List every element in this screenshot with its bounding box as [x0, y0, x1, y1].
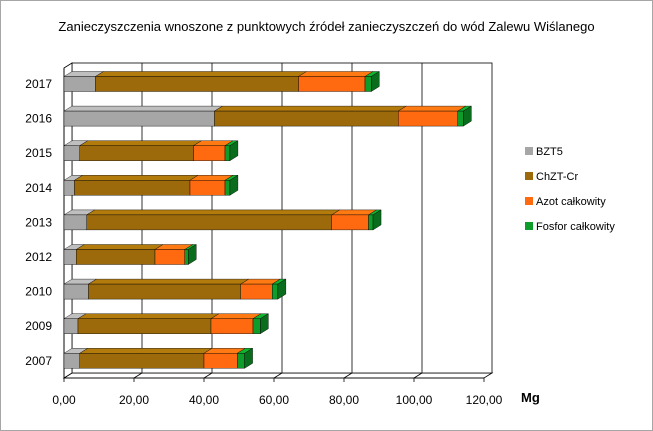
- bar-side-2016: [463, 105, 472, 127]
- legend-item-fosfor: Fosfor całkowity: [525, 220, 615, 234]
- bar-chzt-cr-2016: [214, 110, 399, 127]
- bar-top-chzt-cr-2009: [77, 313, 220, 319]
- bar-azot-ca-kowity-2013: [331, 214, 369, 231]
- bar-fosfor-ca-kowity-2009: [252, 318, 261, 334]
- bar-azot-ca-kowity-2014: [189, 180, 226, 196]
- legend-label-chzt: ChZT-Cr: [536, 171, 579, 183]
- bar-side-2014: [229, 174, 239, 196]
- x-tick-label: 120,00: [466, 393, 503, 407]
- bar-fosfor-ca-kowity-2007: [237, 353, 245, 369]
- bar-chzt-cr-2009: [77, 318, 212, 334]
- bar-chzt-cr-2010: [88, 283, 241, 300]
- x-tick-label: 40,00: [189, 393, 219, 407]
- bar-azot-ca-kowity-2009: [210, 318, 254, 334]
- bar-side-2010: [277, 278, 287, 300]
- bar-top-chzt-cr-2012: [75, 244, 164, 250]
- bar-top-bzt5-2016: [63, 105, 224, 112]
- x-tick-label: 100,00: [396, 393, 433, 407]
- bar-bzt5-2017: [63, 76, 96, 92]
- bar-fosfor-ca-kowity-2017: [364, 76, 372, 92]
- x-tick-label: 0,00: [52, 393, 76, 407]
- x-gridline-floor: [133, 372, 143, 379]
- bar-fosfor-ca-kowity-2016: [457, 110, 464, 127]
- bar-top-azot-ca-kowity-2016: [397, 105, 467, 112]
- bar-bzt5-2014: [63, 180, 75, 196]
- bar-azot-ca-kowity-2007: [203, 353, 238, 369]
- y-category-label-2009: 2009: [25, 319, 52, 333]
- y-category-label-2014: 2014: [25, 181, 52, 195]
- y-category-label-2016: 2016: [25, 112, 52, 126]
- bar-chzt-cr-2013: [86, 214, 332, 231]
- bar-side-2017: [371, 71, 380, 92]
- bar-azot-ca-kowity-2017: [298, 76, 366, 92]
- bar-fosfor-ca-kowity-2010: [272, 283, 279, 300]
- bar-azot-ca-kowity-2015: [193, 145, 226, 161]
- bar-bzt5-2016: [63, 110, 215, 127]
- legend-item-chzt: ChZT-Cr: [525, 170, 578, 184]
- bar-top-azot-ca-kowity-2017: [297, 71, 374, 77]
- x-tick-label: 80,00: [329, 393, 359, 407]
- bar-bzt5-2012: [63, 249, 77, 265]
- bar-side-2009: [260, 313, 269, 335]
- x-tick-label: 60,00: [259, 393, 289, 407]
- bar-chzt-cr-2012: [76, 249, 156, 265]
- y-category-label-2017: 2017: [25, 77, 52, 91]
- y-category-label-2013: 2013: [25, 215, 52, 229]
- bar-side-2015: [229, 140, 239, 162]
- legend-label-bzt5: BZT5: [536, 146, 563, 158]
- bar-side-2013: [372, 209, 382, 231]
- bar-fosfor-ca-kowity-2015: [224, 145, 231, 161]
- x-gridline-floor: [413, 372, 423, 379]
- bar-top-azot-ca-kowity-2009: [210, 313, 262, 319]
- bar-chzt-cr-2007: [79, 353, 205, 369]
- bar-bzt5-2010: [63, 283, 89, 300]
- bar-top-chzt-cr-2013: [86, 209, 341, 216]
- x-gridline-floor: [273, 372, 283, 379]
- bar-azot-ca-kowity-2012: [154, 249, 185, 265]
- bar-fosfor-ca-kowity-2012: [184, 249, 189, 265]
- x-axis-unit-label: Mg: [521, 390, 540, 405]
- bar-top-chzt-cr-2010: [87, 278, 250, 285]
- bar-bzt5-2015: [63, 145, 80, 161]
- bar-chzt-cr-2015: [79, 145, 194, 161]
- y-category-label-2010: 2010: [25, 285, 52, 299]
- bar-top-chzt-cr-2014: [73, 175, 199, 181]
- bar-top-chzt-cr-2017: [94, 71, 308, 77]
- bar-top-chzt-cr-2016: [213, 105, 407, 112]
- bar-side-2007: [244, 347, 253, 369]
- bar-azot-ca-kowity-2016: [398, 110, 458, 127]
- bar-bzt5-2013: [63, 214, 87, 231]
- legend-swatch-fosfor: [525, 222, 533, 231]
- bar-chzt-cr-2014: [74, 180, 191, 196]
- chart-title: Zanieczyszczenia wnoszone z punktowych ź…: [58, 19, 595, 34]
- legend-item-bzt5: BZT5: [525, 145, 563, 159]
- bar-azot-ca-kowity-2010: [240, 283, 273, 300]
- legend-swatch-azot: [525, 197, 533, 206]
- bar-fosfor-ca-kowity-2014: [224, 180, 231, 196]
- legend-item-azot: Azot całkowity: [525, 195, 606, 209]
- bar-fosfor-ca-kowity-2013: [368, 214, 374, 231]
- x-gridline-floor: [203, 372, 213, 379]
- bar-chzt-cr-2017: [95, 76, 299, 92]
- legend-swatch-chzt: [525, 172, 533, 181]
- legend-swatch-bzt5: [525, 147, 533, 156]
- bar-top-chzt-cr-2015: [79, 140, 203, 146]
- legend-label-azot: Azot całkowity: [536, 196, 606, 208]
- y-category-label-2015: 2015: [25, 146, 52, 160]
- bar-side-2012: [188, 244, 197, 265]
- bar-top-chzt-cr-2007: [79, 348, 213, 354]
- bar-bzt5-2007: [63, 353, 80, 369]
- y-category-label-2012: 2012: [25, 250, 52, 264]
- bar-bzt5-2009: [63, 318, 79, 334]
- x-tick-label: 20,00: [119, 393, 149, 407]
- x-gridline-floor: [343, 372, 353, 379]
- y-category-label-2007: 2007: [25, 354, 52, 368]
- legend-label-fosfor: Fosfor całkowity: [536, 221, 615, 233]
